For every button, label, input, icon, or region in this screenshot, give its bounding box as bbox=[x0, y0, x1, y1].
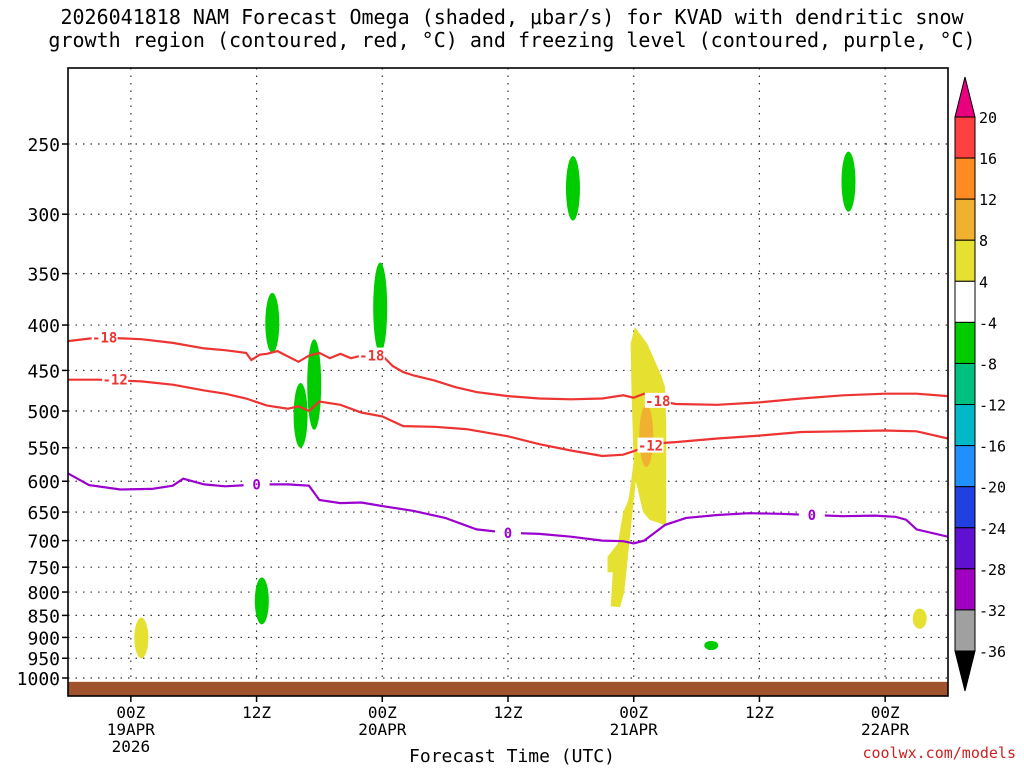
omega-shade bbox=[607, 327, 667, 608]
y-tick-label: 600 bbox=[27, 472, 60, 493]
chart-title-line2: growth region (contoured, red, °C) and f… bbox=[48, 28, 976, 52]
colorbar-label: -32 bbox=[979, 602, 1006, 620]
omega-shade bbox=[704, 640, 719, 651]
x-tick-label: 2026 bbox=[112, 737, 151, 756]
colorbar-label: 12 bbox=[979, 191, 997, 209]
colorbar-label: 16 bbox=[979, 150, 997, 168]
y-tick-label: 900 bbox=[27, 628, 60, 649]
colorbar-top-arrow bbox=[954, 76, 976, 118]
y-tick-label: 700 bbox=[27, 532, 60, 553]
omega-shade bbox=[565, 156, 580, 221]
omega-shade bbox=[373, 262, 388, 353]
chart-title: 2026041818 NAM Forecast Omega (shaded, μ… bbox=[0, 6, 1024, 52]
contour-label: 0 bbox=[808, 508, 816, 524]
contour-line bbox=[68, 336, 948, 406]
contour-label: -18 bbox=[92, 330, 117, 346]
omega-shade bbox=[841, 151, 856, 212]
contour-label: -12 bbox=[638, 439, 663, 455]
omega-shade bbox=[912, 608, 927, 629]
contour-label-bg bbox=[495, 524, 521, 540]
contour-label-bg bbox=[102, 371, 129, 387]
colorbar-segment bbox=[954, 280, 976, 323]
contour-label-bg bbox=[91, 329, 118, 345]
colorbar-segment bbox=[954, 609, 976, 652]
x-tick-label: 21APR bbox=[610, 720, 659, 739]
colorbar-segment bbox=[954, 568, 976, 611]
y-tick-label: 550 bbox=[27, 439, 60, 460]
contour-label-bg bbox=[358, 347, 385, 363]
contour-label: 0 bbox=[504, 526, 512, 542]
contour-label-bg bbox=[644, 392, 671, 408]
y-tick-label: 650 bbox=[27, 503, 60, 524]
colorbar-label: -16 bbox=[979, 438, 1006, 456]
y-tick-label: 350 bbox=[27, 265, 60, 286]
x-tick-label: 19APR bbox=[107, 720, 156, 739]
colorbar-label: -24 bbox=[979, 520, 1006, 538]
colorbar-label: -36 bbox=[979, 643, 1006, 661]
colorbar-segment bbox=[954, 486, 976, 529]
contour-label: 0 bbox=[252, 477, 260, 493]
x-tick-label: 22APR bbox=[861, 720, 910, 739]
colorbar-label: -8 bbox=[979, 355, 997, 373]
colorbar-segment bbox=[954, 362, 976, 406]
omega-shade bbox=[639, 404, 654, 467]
y-tick-label: 800 bbox=[27, 583, 60, 604]
y-tick-label: 400 bbox=[27, 316, 60, 337]
colorbar-segment bbox=[954, 404, 976, 447]
colorbar-label: -4 bbox=[979, 314, 997, 332]
colorbar-label: 20 bbox=[979, 109, 997, 127]
y-tick-label: 450 bbox=[27, 361, 60, 382]
colorbar-segment bbox=[954, 527, 976, 570]
y-tick-label: 950 bbox=[27, 649, 60, 670]
x-tick-label: 00Z bbox=[619, 703, 648, 722]
y-tick-label: 750 bbox=[27, 558, 60, 579]
x-tick-label: 00Z bbox=[368, 703, 397, 722]
surface-ground bbox=[68, 681, 948, 696]
x-axis-title: Forecast Time (UTC) bbox=[409, 746, 615, 767]
x-tick-label: 20APR bbox=[358, 720, 407, 739]
colorbar-segment bbox=[954, 445, 976, 488]
colorbar-segment bbox=[954, 157, 976, 200]
colorbar-label: -20 bbox=[979, 479, 1006, 497]
y-tick-label: 250 bbox=[27, 135, 60, 156]
plot-area: -18 -18 -18 -12 -12 0 0 0 bbox=[68, 68, 948, 696]
x-tick-label: 00Z bbox=[116, 703, 145, 722]
colorbar-segment bbox=[954, 239, 976, 282]
contour-label-bg bbox=[798, 507, 825, 523]
contour-label: -18 bbox=[359, 349, 384, 365]
x-tick-label: 00Z bbox=[871, 703, 900, 722]
colorbar-segment bbox=[954, 116, 976, 159]
colorbar-segment bbox=[954, 198, 976, 241]
colorbar-segment bbox=[954, 321, 976, 364]
omega-shade bbox=[293, 383, 308, 448]
contour-label-bg bbox=[243, 476, 270, 492]
x-tick-label: 12Z bbox=[494, 703, 523, 722]
x-tick-label: 12Z bbox=[242, 703, 271, 722]
y-tick-label: 850 bbox=[27, 606, 60, 627]
contour-label: -18 bbox=[645, 394, 670, 410]
contour-label: -12 bbox=[102, 373, 127, 389]
colorbar-bottom-arrow bbox=[954, 650, 976, 692]
omega-shade bbox=[265, 292, 280, 353]
contour-line bbox=[68, 378, 948, 458]
source-credit: coolwx.com/models bbox=[862, 744, 1016, 762]
y-tick-label: 1000 bbox=[17, 669, 60, 690]
omega-shade bbox=[307, 339, 322, 430]
chart-title-line1: 2026041818 NAM Forecast Omega (shaded, μ… bbox=[60, 5, 964, 29]
x-tick-label: 12Z bbox=[745, 703, 774, 722]
colorbar-label: 8 bbox=[979, 232, 988, 250]
colorbar-label: 4 bbox=[979, 273, 988, 291]
y-tick-label: 500 bbox=[27, 402, 60, 423]
omega-shade bbox=[134, 617, 149, 659]
y-tick-label: 300 bbox=[27, 205, 60, 226]
colorbar-label: -28 bbox=[979, 561, 1006, 579]
colorbar-label: -12 bbox=[979, 397, 1006, 415]
omega-shade bbox=[254, 577, 269, 625]
contour-label-bg bbox=[637, 437, 664, 453]
